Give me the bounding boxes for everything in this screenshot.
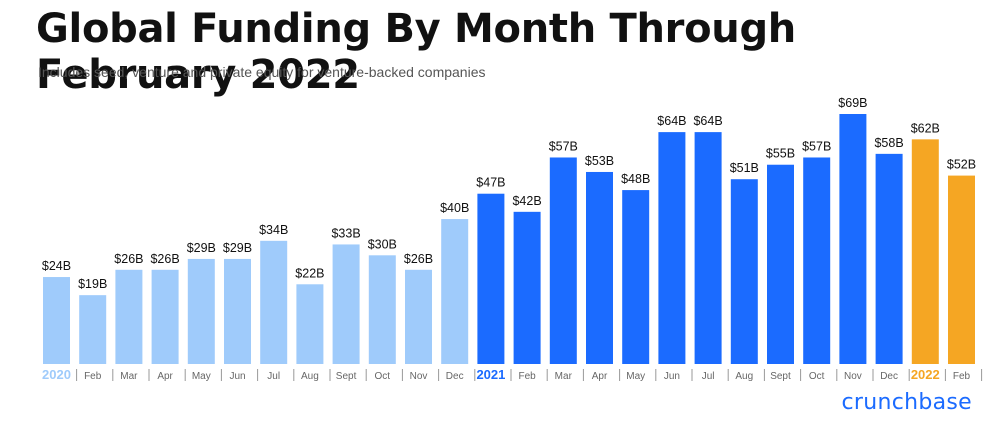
x-tick-label: Nov — [844, 371, 862, 382]
x-tick-label: Apr — [157, 371, 173, 382]
value-label: $52B — [947, 158, 976, 172]
value-label: $57B — [802, 139, 831, 153]
bar-2021-2021 — [477, 193, 505, 364]
bar-2020-jul — [260, 240, 288, 364]
value-label: $26B — [404, 252, 433, 266]
value-label: $48B — [621, 172, 650, 186]
bar-2020-2020 — [43, 277, 70, 364]
value-label: $47B — [476, 176, 505, 190]
x-tick-label: Dec — [446, 371, 464, 382]
value-label: $29B — [187, 241, 216, 255]
x-tick-label: Feb — [84, 371, 102, 382]
bar-2022-2022 — [911, 139, 939, 364]
bar-2021-mar — [549, 157, 577, 364]
bar-2021-jun — [658, 132, 686, 364]
x-tick-label: Oct — [809, 371, 825, 382]
x-tick-label: May — [626, 371, 645, 382]
x-tick-label: Mar — [120, 371, 138, 382]
x-tick-label: Mar — [555, 371, 573, 382]
x-tick-label: Aug — [735, 371, 753, 382]
x-tick-label: 2020 — [42, 367, 71, 382]
bar-2021-feb — [513, 211, 541, 364]
bar-2020-nov — [405, 269, 432, 364]
crunchbase-logo: crunchbase — [841, 390, 972, 415]
value-label: $22B — [295, 266, 324, 280]
x-tick-label: Aug — [301, 371, 319, 382]
value-label: $62B — [911, 121, 940, 135]
value-label: $40B — [440, 201, 469, 215]
bar-2020-apr — [151, 269, 179, 364]
x-tick-label: Nov — [410, 371, 428, 382]
value-label: $69B — [838, 96, 867, 110]
x-tick-label: Jul — [267, 371, 280, 382]
value-label: $64B — [657, 114, 686, 128]
value-label: $26B — [114, 252, 143, 266]
bar-2021-sept — [767, 164, 794, 364]
x-tick-label: Dec — [880, 371, 898, 382]
value-label: $64B — [693, 114, 722, 128]
x-tick-label: Jul — [702, 371, 715, 382]
value-label: $53B — [585, 154, 614, 168]
bar-2021-oct — [803, 157, 831, 364]
bar-2020-may — [187, 258, 215, 364]
bar-2020-mar — [115, 269, 143, 364]
value-label: $30B — [368, 237, 397, 251]
chart-title: Global Funding By Month Through February… — [36, 6, 796, 98]
x-tick-label: Oct — [375, 371, 391, 382]
x-tick-label: 2022 — [911, 367, 940, 382]
value-label: $55B — [766, 147, 795, 161]
bar-2022-feb — [948, 175, 975, 364]
value-label: $58B — [874, 136, 903, 150]
value-label: $34B — [259, 223, 288, 237]
bar-2021-jul — [694, 132, 722, 364]
bar-2020-dec — [441, 219, 469, 364]
value-label: $42B — [512, 194, 541, 208]
chart-subtitle: Includes seed, venture and private equit… — [38, 64, 486, 80]
x-tick-label: Feb — [518, 371, 536, 382]
bar-2020-aug — [296, 284, 324, 364]
x-tick-label: Sept — [770, 371, 791, 382]
bar-2021-dec — [875, 153, 903, 364]
x-tick-label: Jun — [229, 371, 245, 382]
value-label: $57B — [549, 139, 578, 153]
bar-2020-feb — [79, 295, 107, 364]
x-tick-label: Jun — [664, 371, 680, 382]
value-label: $29B — [223, 241, 252, 255]
value-label: $19B — [78, 277, 107, 291]
value-label: $24B — [42, 259, 71, 273]
value-label: $51B — [730, 161, 759, 175]
bar-2020-sept — [332, 244, 360, 364]
x-tick-label: Apr — [592, 371, 608, 382]
bar-2020-jun — [224, 258, 251, 364]
bar-2021-may — [622, 190, 650, 364]
bar-2020-oct — [368, 255, 396, 364]
x-tick-label: Sept — [336, 371, 357, 382]
x-tick-label: 2021 — [476, 367, 505, 382]
bar-2021-nov — [839, 114, 867, 364]
value-label: $26B — [150, 252, 179, 266]
bar-2021-apr — [586, 171, 613, 364]
x-tick-label: May — [192, 371, 211, 382]
x-tick-label: Feb — [953, 371, 971, 382]
bar-2021-aug — [730, 179, 758, 364]
value-label: $33B — [331, 226, 360, 240]
